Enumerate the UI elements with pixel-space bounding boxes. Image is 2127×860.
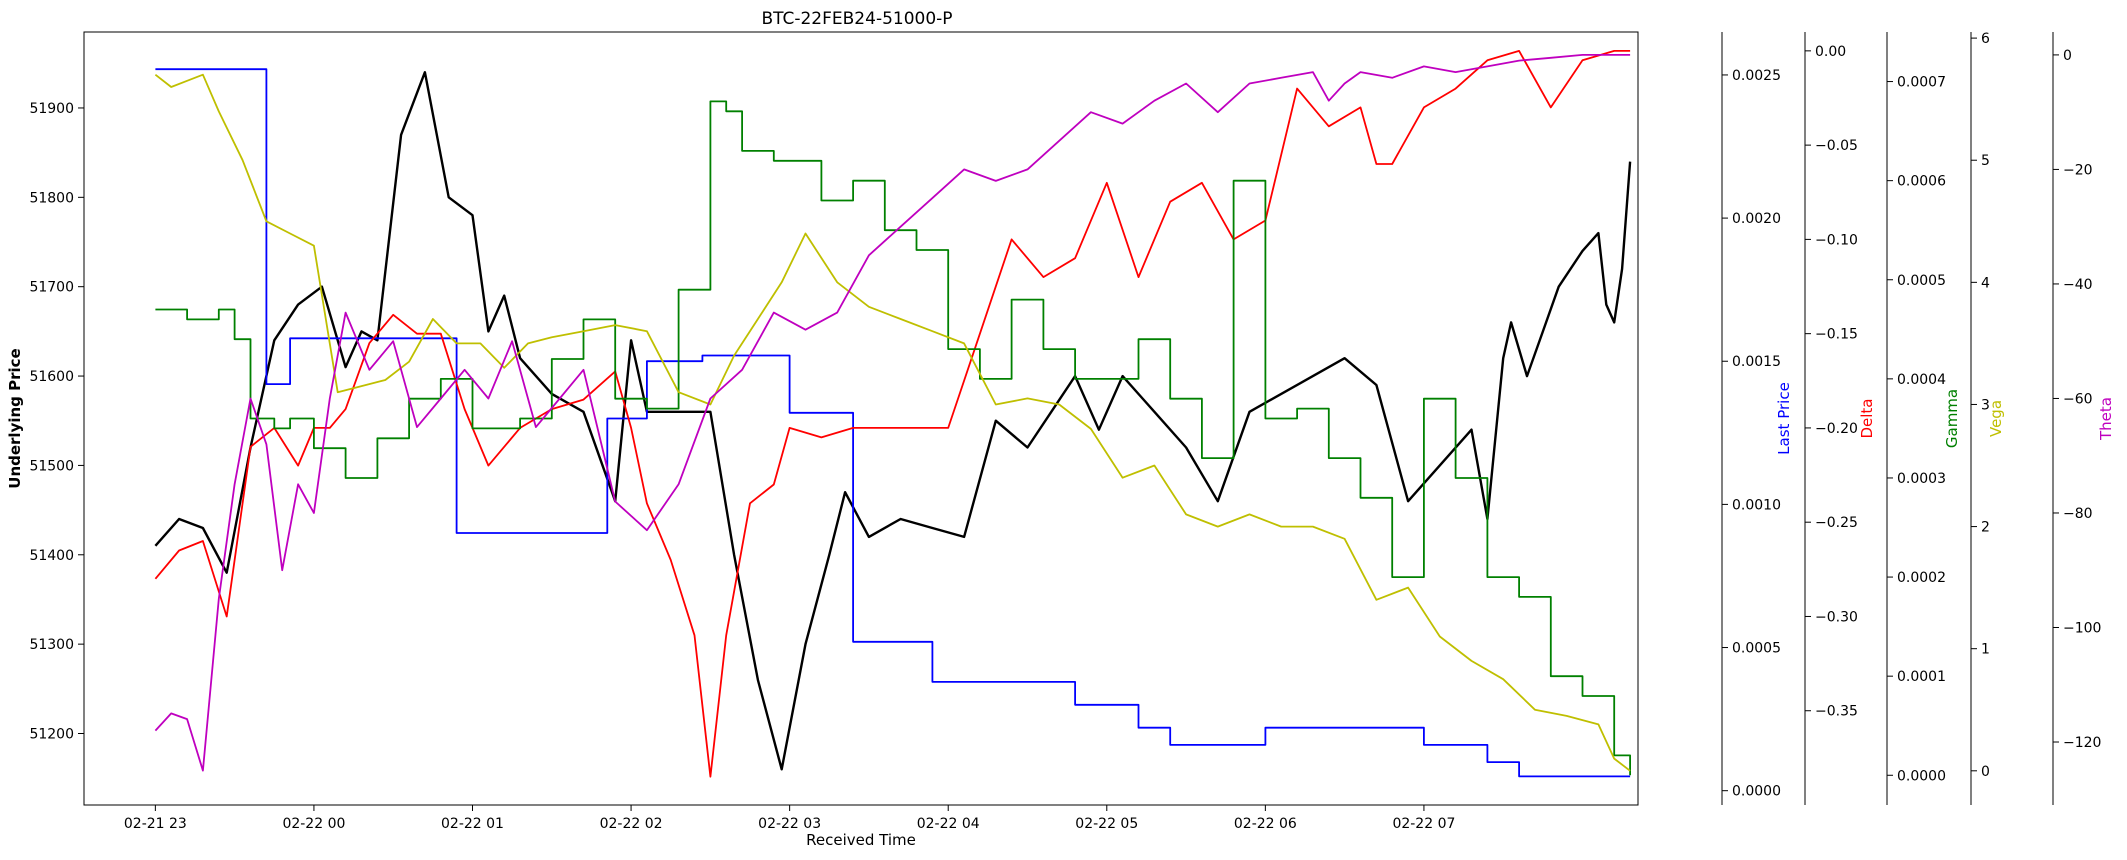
- series-line-theta: [154, 54, 1631, 772]
- y-axis-vega: 0 1 2 3 4 5 6 Vega: [1970, 31, 2005, 805]
- y-tick-label: 0.0025: [1732, 68, 1781, 84]
- y-tick-label: 0.0006: [1897, 174, 1946, 190]
- series-line-delta: [154, 50, 1631, 778]
- x-tick-label: 02-21 23: [124, 816, 187, 832]
- y-tick-label: −0.25: [1815, 515, 1858, 531]
- y-tick-label: 0.0020: [1732, 211, 1781, 227]
- x-tick-label: 02-22 07: [1392, 816, 1455, 832]
- series-layer: [154, 50, 1632, 778]
- y-axis-delta: −0.35 −0.30 −0.25 −0.20 −0.15 −0.10 −0.05 0.00 D…: [1804, 32, 1876, 805]
- y-axes: 5120051300514005150051600517005180051900…: [6, 31, 2115, 805]
- y-tick-label: 0.0001: [1897, 669, 1946, 685]
- series-line-last-price: [155, 68, 1631, 778]
- y-axis-theta: −120 −100 −80 −60 −40 −20 0 Theta: [2052, 32, 2115, 805]
- y-axis-title-theta: Theta: [2097, 397, 2115, 441]
- x-axis-title: Received Time: [806, 831, 916, 849]
- plot-frame: [83, 31, 1639, 806]
- y-tick-label: 51700: [29, 280, 74, 296]
- y-tick-label: −0.10: [1815, 232, 1858, 248]
- x-tick-label: 02-22 04: [917, 816, 980, 832]
- y-axis-title-vega: Vega: [1987, 400, 2005, 437]
- y-tick-label: 0: [2063, 48, 2072, 64]
- y-tick-label: −80: [2063, 506, 2093, 522]
- x-axis: 02-21 23 02-22 00 02-22 01 02-22 02 02-22 03…: [124, 805, 1455, 832]
- y-tick-label: 0.0002: [1897, 570, 1946, 586]
- y-tick-label: −0.30: [1815, 609, 1858, 625]
- y-tick-label: 5: [1981, 153, 1990, 169]
- x-tick-label: 02-22 02: [600, 816, 663, 832]
- y-tick-label: −100: [2063, 620, 2101, 636]
- x-tick-label: 02-22 05: [1075, 816, 1138, 832]
- y-tick-label: 0.00: [1815, 44, 1846, 60]
- series-line-gamma: [155, 100, 1631, 776]
- y-tick-label: −120: [2063, 735, 2101, 751]
- y-tick-label: 0: [1981, 764, 1990, 780]
- y-tick-label: 0.0000: [1732, 784, 1781, 800]
- y-tick-label: −0.35: [1815, 704, 1858, 720]
- x-tick-label: 02-22 00: [282, 816, 345, 832]
- y-axis-last_price: 0.0000 0.0005 0.0010 0.0015 0.0020 0.0025 Last…: [1721, 32, 1793, 805]
- y-tick-label: 51600: [29, 369, 74, 385]
- y-tick-label: −60: [2063, 391, 2093, 407]
- y-axis-title-underlying: Underlying Price: [6, 348, 24, 488]
- y-tick-label: 51500: [29, 458, 74, 474]
- y-tick-label: 4: [1981, 275, 1990, 291]
- x-tick-label: 02-22 06: [1234, 816, 1297, 832]
- y-tick-label: 1: [1981, 642, 1990, 658]
- series-line-vega: [154, 73, 1631, 772]
- y-tick-label: 0.0005: [1897, 273, 1946, 289]
- y-tick-label: −0.05: [1815, 138, 1858, 154]
- y-axis-title-delta: Delta: [1858, 398, 1876, 438]
- y-tick-label: 0.0005: [1732, 641, 1781, 657]
- y-axis-title-gamma: Gamma: [1943, 389, 1961, 448]
- y-tick-label: 51300: [29, 637, 74, 653]
- y-tick-label: −20: [2063, 162, 2093, 178]
- y-tick-label: 3: [1981, 397, 1990, 413]
- x-tick-label: 02-22 03: [758, 816, 821, 832]
- y-tick-label: 2: [1981, 520, 1990, 536]
- y-tick-label: 0.0000: [1897, 768, 1946, 784]
- y-axis-title-last_price: Last Price: [1775, 382, 1793, 455]
- y-tick-label: 51800: [29, 190, 74, 206]
- y-tick-label: 0.0003: [1897, 471, 1946, 487]
- y-tick-label: 51200: [29, 727, 74, 743]
- y-tick-label: 0.0004: [1897, 372, 1946, 388]
- y-axis-underlying: 51200 51300 51400 51500 51600 51700 51800 51900…: [6, 101, 84, 743]
- y-tick-label: 51900: [29, 101, 74, 117]
- y-tick-label: 51400: [29, 548, 74, 564]
- y-tick-label: −0.15: [1815, 327, 1858, 343]
- y-tick-label: 0.0015: [1732, 354, 1781, 370]
- y-tick-label: 0.0007: [1897, 75, 1946, 91]
- series-line-underlying-price: [154, 71, 1632, 771]
- x-tick-label: 02-22 01: [441, 816, 504, 832]
- y-tick-label: −40: [2063, 277, 2093, 293]
- y-axis-gamma: 0.0000 0.0001 0.0002 0.0003 0.0004 0.0005 0.00…: [1886, 32, 1961, 805]
- y-tick-label: −0.20: [1815, 421, 1858, 437]
- chart-title: BTC-22FEB24-51000-P: [761, 9, 952, 29]
- y-tick-label: 6: [1981, 31, 1990, 47]
- y-tick-label: 0.0010: [1732, 497, 1781, 513]
